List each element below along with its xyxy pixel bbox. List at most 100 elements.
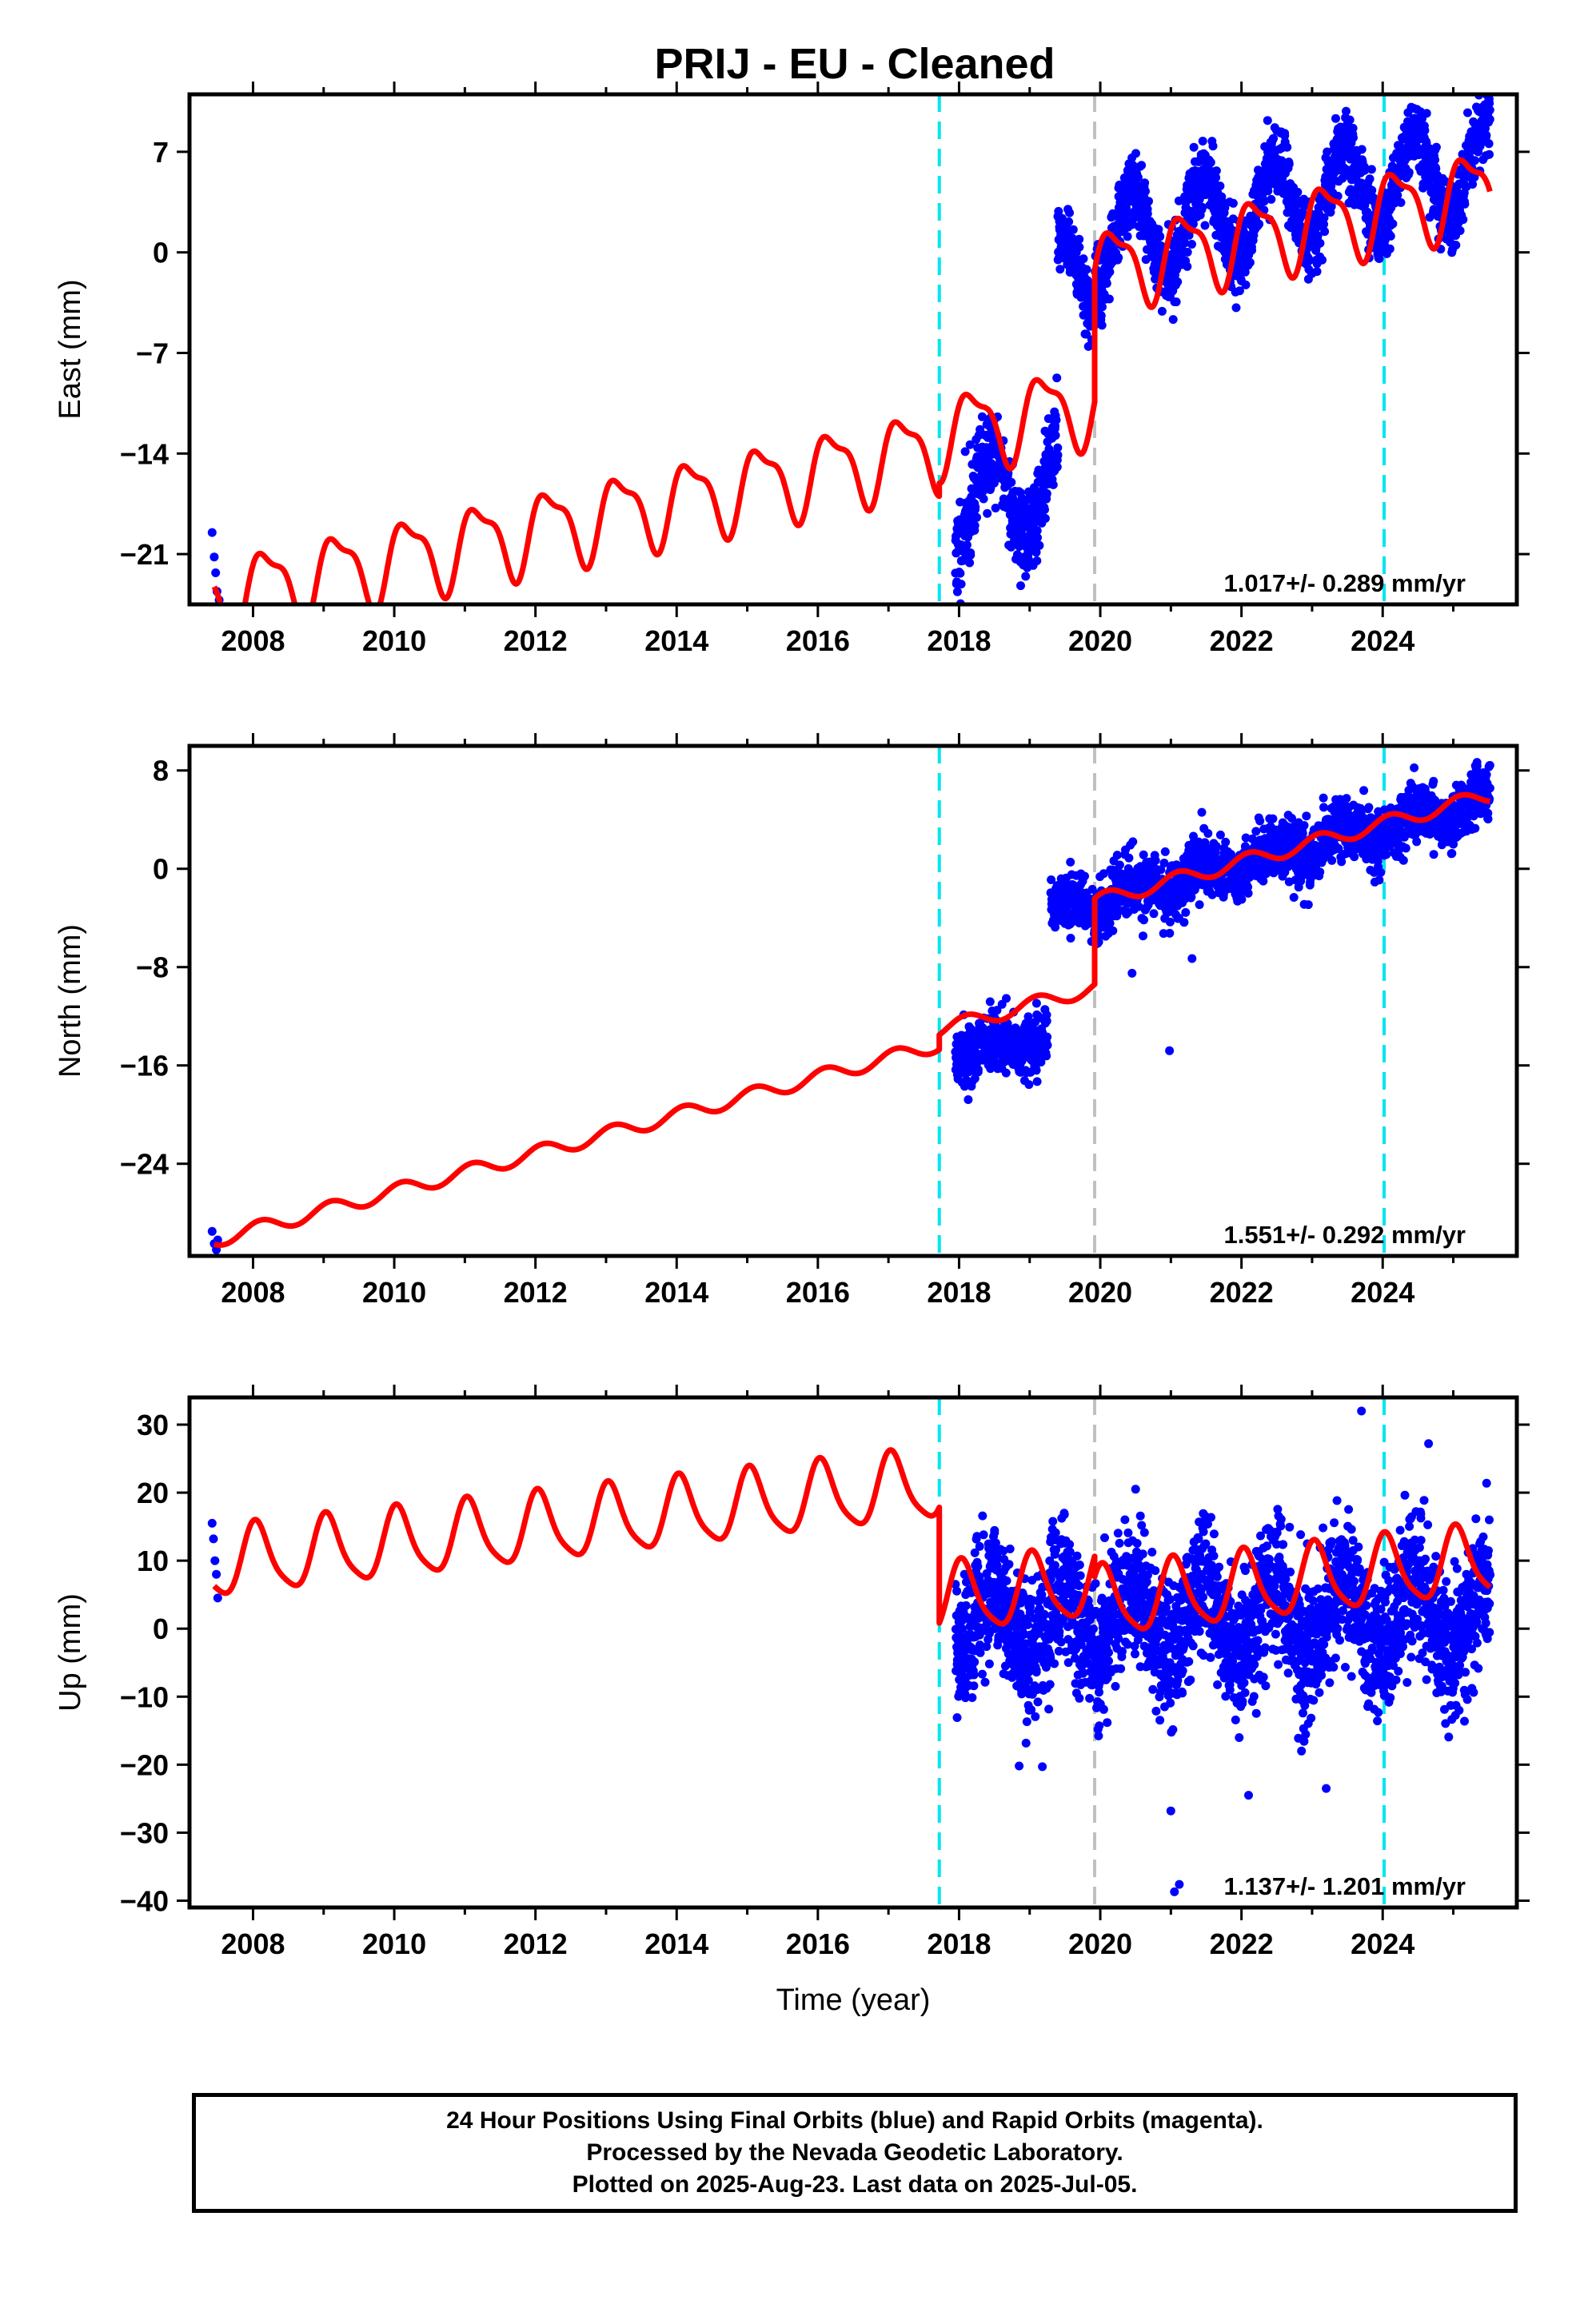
data-point — [1181, 908, 1190, 917]
data-point — [1032, 556, 1041, 565]
data-point — [1183, 248, 1192, 257]
data-point — [1263, 116, 1272, 125]
data-point — [1397, 198, 1406, 207]
data-point — [964, 1095, 972, 1104]
data-point — [1051, 431, 1060, 440]
data-point — [1242, 281, 1251, 289]
data-point — [1402, 844, 1410, 853]
data-point — [1237, 895, 1246, 904]
data-point — [1006, 1545, 1015, 1553]
y-axis-label: East (mm) — [54, 279, 87, 419]
data-point — [1460, 200, 1469, 209]
data-point — [1422, 109, 1431, 118]
data-point — [1366, 174, 1375, 183]
x-tick-label: 2016 — [786, 1276, 850, 1309]
data-point — [1024, 1012, 1033, 1021]
data-point — [1470, 156, 1479, 165]
data-point — [1367, 165, 1376, 173]
y-tick-label: −14 — [120, 437, 169, 470]
data-point — [1386, 232, 1395, 241]
data-point — [963, 540, 972, 549]
data-point — [1232, 303, 1241, 312]
x-tick-label: 2018 — [927, 624, 991, 657]
data-point — [973, 1562, 982, 1571]
x-tick-label: 2010 — [362, 1276, 426, 1309]
y-tick-label: −24 — [120, 1148, 169, 1181]
data-point — [1247, 246, 1256, 255]
data-point — [1150, 909, 1159, 918]
data-point — [1388, 220, 1397, 229]
velocity-label: 1.017+/- 0.289 mm/yr — [1224, 569, 1466, 597]
data-point — [1432, 143, 1441, 152]
data-point — [1079, 254, 1088, 263]
x-tick-label: 2022 — [1210, 624, 1274, 657]
data-points — [208, 82, 1494, 608]
data-point — [1049, 480, 1058, 489]
x-tick-label: 2018 — [927, 1276, 991, 1309]
data-point — [1350, 852, 1359, 861]
data-point — [1215, 181, 1224, 190]
data-point — [1139, 915, 1148, 924]
data-point — [1251, 827, 1260, 835]
data-point — [1216, 831, 1225, 839]
data-point — [1447, 849, 1456, 858]
data-point — [1113, 851, 1122, 859]
data-point — [1386, 245, 1394, 253]
data-point — [1066, 858, 1075, 867]
x-tick-label: 2012 — [504, 1276, 568, 1309]
data-point — [1198, 808, 1207, 817]
data-point — [969, 1681, 978, 1690]
data-point — [1485, 150, 1494, 159]
data-point — [1268, 815, 1277, 823]
x-tick-label: 2008 — [221, 624, 285, 657]
y-tick-label: 7 — [153, 136, 169, 169]
data-point — [1041, 514, 1050, 523]
data-point — [1331, 114, 1340, 123]
data-point — [1115, 861, 1124, 870]
data-point — [978, 1512, 987, 1521]
data-point — [1456, 226, 1465, 235]
y-tick-label: −7 — [136, 337, 169, 369]
data-point — [1463, 109, 1472, 118]
data-point — [1035, 541, 1043, 550]
data-point — [953, 1713, 962, 1722]
data-point — [1318, 256, 1327, 265]
data-point — [1043, 489, 1051, 498]
data-point — [952, 1587, 961, 1596]
data-point — [1127, 969, 1136, 978]
data-point — [1429, 777, 1438, 786]
data-point — [990, 1526, 999, 1535]
data-point — [986, 998, 995, 1007]
data-point — [1144, 197, 1153, 205]
data-point — [1244, 889, 1253, 898]
data-point — [1002, 994, 1011, 1003]
data-point — [1040, 505, 1049, 514]
data-point — [1420, 126, 1429, 135]
data-point — [1246, 258, 1255, 267]
data-point — [1203, 829, 1212, 838]
data-point — [1042, 1051, 1051, 1060]
data-point — [972, 513, 981, 522]
velocity-label: 1.551+/- 0.292 mm/yr — [1224, 1221, 1466, 1249]
data-point — [970, 1657, 979, 1666]
data-point — [1179, 918, 1188, 927]
data-point — [1004, 1560, 1013, 1569]
data-point — [1169, 315, 1178, 324]
data-point — [1002, 1069, 1011, 1078]
data-point — [1482, 131, 1490, 140]
data-point — [980, 1530, 988, 1539]
data-point — [980, 495, 988, 504]
data-point — [1346, 116, 1355, 125]
data-point — [1067, 934, 1075, 943]
data-point — [1007, 478, 1015, 487]
data-point — [1033, 1077, 1042, 1086]
data-point — [981, 1678, 990, 1687]
data-point — [1315, 239, 1324, 248]
data-point — [1187, 240, 1196, 249]
data-point — [971, 521, 980, 530]
data-point — [1075, 235, 1083, 244]
data-point — [1486, 761, 1494, 770]
